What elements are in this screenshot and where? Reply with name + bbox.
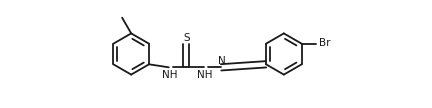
Text: S: S bbox=[183, 33, 190, 43]
Text: N: N bbox=[218, 56, 226, 66]
Text: Br: Br bbox=[319, 38, 330, 48]
Text: NH: NH bbox=[162, 70, 178, 80]
Text: NH: NH bbox=[197, 70, 213, 80]
